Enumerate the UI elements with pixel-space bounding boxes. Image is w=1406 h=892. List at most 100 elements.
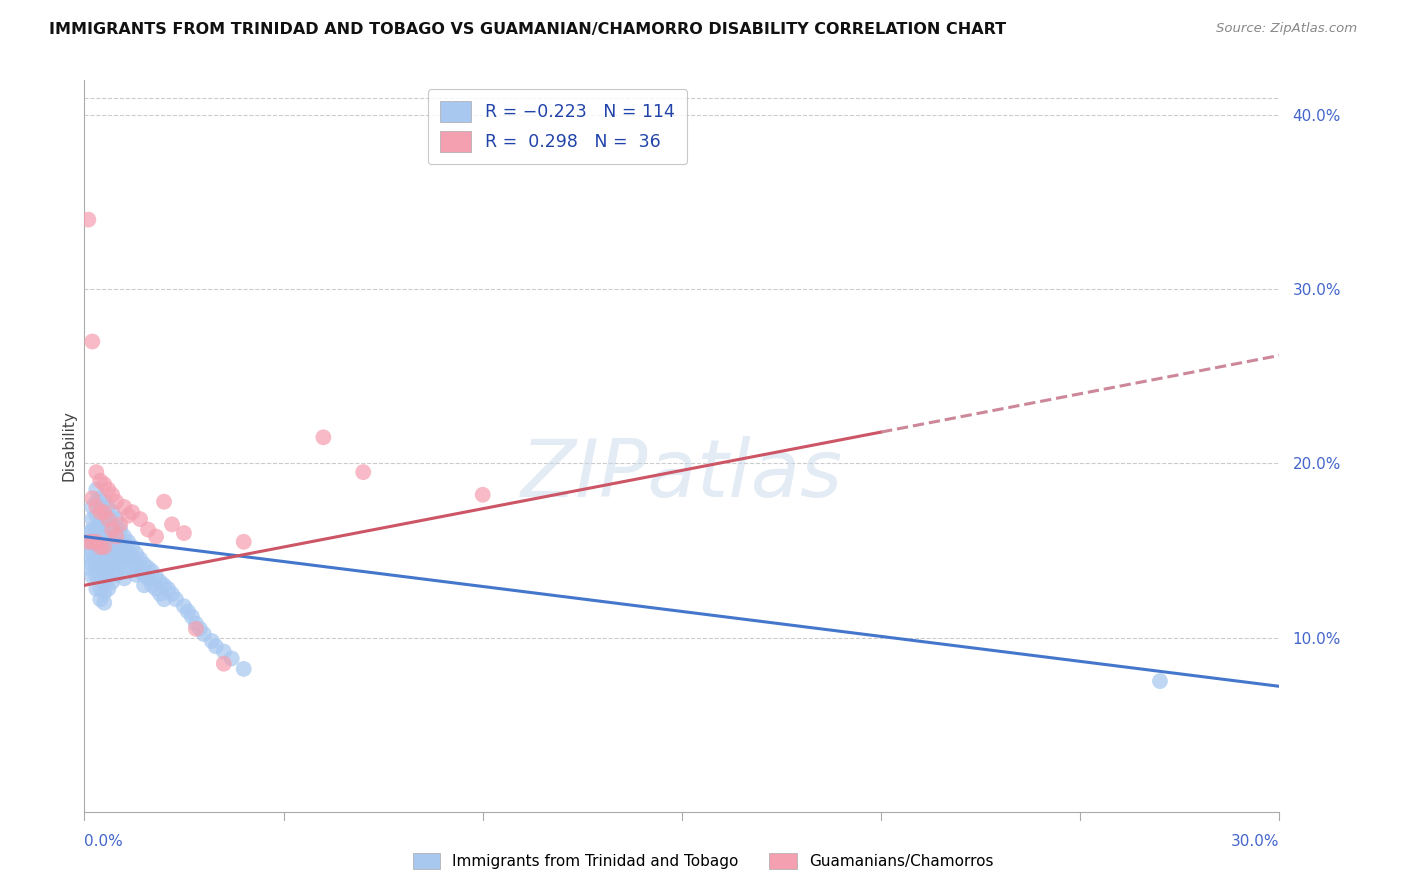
Point <box>101 554 124 568</box>
Point <box>136 571 159 585</box>
Point <box>121 540 143 554</box>
Point <box>110 523 132 537</box>
Point <box>232 534 254 549</box>
Point <box>105 534 128 549</box>
Point <box>153 592 176 607</box>
Point <box>82 512 104 526</box>
Point <box>101 543 124 558</box>
Point <box>177 604 200 618</box>
Point <box>105 494 128 508</box>
Point <box>173 599 195 614</box>
Point <box>97 512 120 526</box>
Legend: Immigrants from Trinidad and Tobago, Guamanians/Chamorros: Immigrants from Trinidad and Tobago, Gua… <box>406 847 1000 875</box>
Point <box>184 622 207 636</box>
Point <box>193 627 215 641</box>
Point <box>188 622 211 636</box>
Point <box>105 512 128 526</box>
Point <box>89 474 111 488</box>
Point <box>110 558 132 572</box>
Text: ZIPatlas: ZIPatlas <box>520 436 844 515</box>
Point <box>110 547 132 561</box>
Point <box>82 558 104 572</box>
Point <box>101 488 124 502</box>
Point <box>93 477 115 491</box>
Point <box>212 644 235 658</box>
Point <box>89 558 111 572</box>
Point <box>77 212 100 227</box>
Point <box>86 483 108 497</box>
Point <box>121 505 143 519</box>
Point <box>117 508 139 523</box>
Point <box>101 574 124 589</box>
Point <box>89 592 111 607</box>
Point <box>221 651 243 665</box>
Point <box>89 582 111 596</box>
Point <box>89 500 111 514</box>
Point <box>89 523 111 537</box>
Point <box>149 587 172 601</box>
Point <box>86 500 108 514</box>
Point <box>141 565 163 579</box>
Point <box>89 547 111 561</box>
Point <box>82 534 104 549</box>
Point <box>77 526 100 541</box>
Point <box>165 592 187 607</box>
Point <box>205 640 228 654</box>
Point <box>97 523 120 537</box>
Point <box>101 523 124 537</box>
Point <box>101 565 124 579</box>
Point <box>93 530 115 544</box>
Point <box>97 512 120 526</box>
Point <box>82 547 104 561</box>
Point <box>97 483 120 497</box>
Point <box>471 488 494 502</box>
Point <box>145 530 167 544</box>
Point <box>82 534 104 549</box>
Point <box>82 491 104 506</box>
Point <box>121 550 143 565</box>
Point <box>117 547 139 561</box>
Point <box>112 571 135 585</box>
Point <box>132 567 156 582</box>
Point <box>101 505 124 519</box>
Point <box>89 491 111 506</box>
Text: 30.0%: 30.0% <box>1232 834 1279 849</box>
Point <box>105 558 128 572</box>
Point <box>86 558 108 572</box>
Point <box>212 657 235 671</box>
Point <box>77 534 100 549</box>
Point <box>82 500 104 514</box>
Point <box>157 582 180 596</box>
Point <box>86 465 108 479</box>
Point <box>160 517 183 532</box>
Point <box>312 430 335 444</box>
Point <box>136 523 159 537</box>
Point <box>112 500 135 514</box>
Point <box>86 534 108 549</box>
Point <box>112 561 135 575</box>
Point <box>89 534 111 549</box>
Point <box>86 523 108 537</box>
Point <box>97 500 120 514</box>
Point <box>97 569 120 583</box>
Point <box>105 547 128 561</box>
Point <box>97 547 120 561</box>
Point <box>82 523 104 537</box>
Point <box>86 534 108 549</box>
Point <box>86 494 108 508</box>
Point <box>136 561 159 575</box>
Point <box>105 567 128 582</box>
Point <box>93 543 115 558</box>
Point <box>173 526 195 541</box>
Point <box>153 578 176 592</box>
Point <box>89 540 111 554</box>
Point <box>77 534 100 549</box>
Point <box>101 517 124 532</box>
Point <box>129 565 152 579</box>
Point <box>101 530 124 544</box>
Point <box>86 582 108 596</box>
Point <box>82 569 104 583</box>
Point <box>105 530 128 544</box>
Point <box>89 505 111 519</box>
Text: 0.0%: 0.0% <box>84 834 124 849</box>
